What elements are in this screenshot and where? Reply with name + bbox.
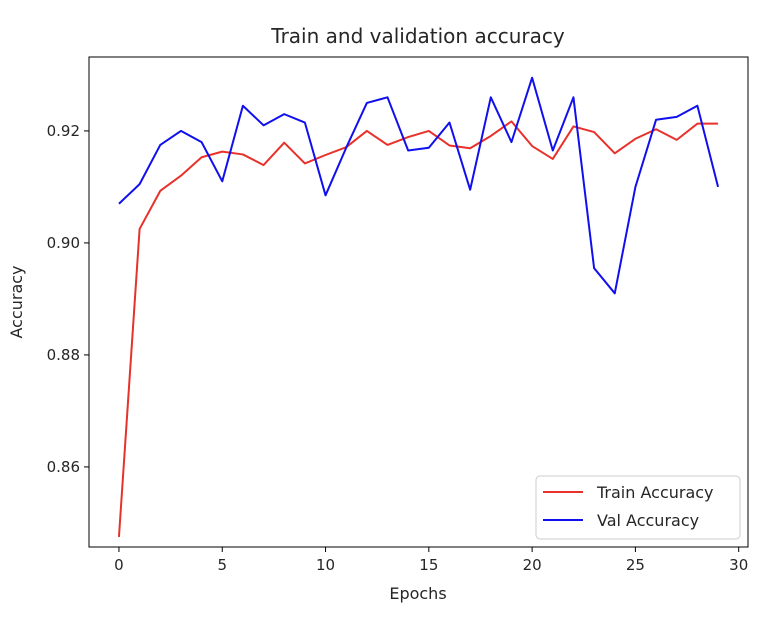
- y-tick-label: 0.90: [47, 234, 80, 252]
- chart-title: Train and validation accuracy: [270, 24, 565, 48]
- legend-label: Train Accuracy: [596, 483, 714, 502]
- x-tick-label: 5: [217, 556, 227, 574]
- x-axis-label: Epochs: [389, 584, 446, 603]
- legend: Train Accuracy Val Accuracy: [535, 475, 741, 540]
- y-tick-label: 0.92: [47, 122, 80, 140]
- y-axis: 0.86 0.88 0.90 0.92: [47, 122, 89, 476]
- x-tick-label: 10: [316, 556, 335, 574]
- x-tick-label: 20: [523, 556, 542, 574]
- plot-frame: [88, 56, 749, 548]
- legend-box: [535, 475, 741, 540]
- x-tick-label: 25: [626, 556, 645, 574]
- y-tick-label: 0.88: [47, 346, 80, 364]
- x-tick-label: 30: [729, 556, 748, 574]
- x-axis: 0 5 10 15 20 25 30: [114, 547, 748, 574]
- x-tick-label: 0: [114, 556, 124, 574]
- series-line-val-accuracy: [118, 76, 720, 295]
- x-tick-label: 15: [419, 556, 438, 574]
- series-line-train-accuracy: [117, 120, 719, 537]
- legend-label: Val Accuracy: [597, 511, 699, 530]
- y-tick-label: 0.86: [47, 458, 80, 476]
- series-lines: [117, 76, 720, 537]
- y-axis-label: Accuracy: [7, 265, 26, 338]
